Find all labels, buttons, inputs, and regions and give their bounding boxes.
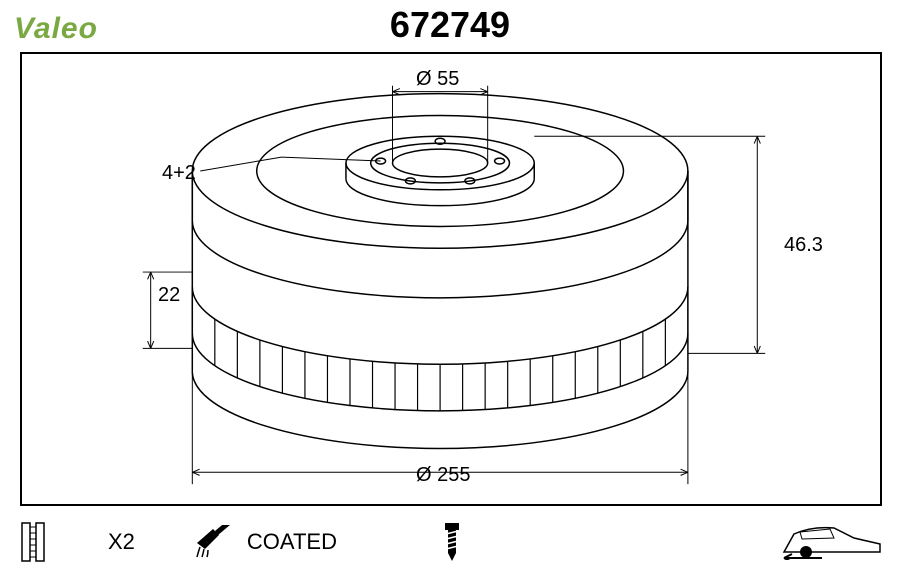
quantity-text: X2 (108, 529, 135, 555)
vented-disc-icon (18, 521, 48, 563)
coated-indicator: COATED (195, 525, 337, 559)
quantity-label: X2 (108, 529, 135, 555)
technical-drawing: 4+2 Ø 55 22 46.3 Ø 255 (20, 52, 882, 506)
thickness-label: 22 (158, 284, 180, 307)
part-number: 672749 (390, 4, 510, 46)
car-front-icon (782, 524, 882, 560)
footer-bar: X2 COATED (0, 514, 900, 570)
brand-logo: Valeo (14, 12, 98, 46)
coated-text: COATED (247, 529, 337, 555)
disc-diagram-svg (22, 54, 880, 504)
height-label: 46.3 (784, 234, 823, 257)
brush-icon (195, 525, 239, 559)
logo-text: Valeo (14, 12, 98, 45)
outer-diameter-label: Ø 255 (416, 464, 470, 487)
bore-diameter-label: Ø 55 (416, 68, 459, 91)
screw-icon (437, 521, 467, 563)
hole-spec-label: 4+2 (162, 162, 196, 185)
